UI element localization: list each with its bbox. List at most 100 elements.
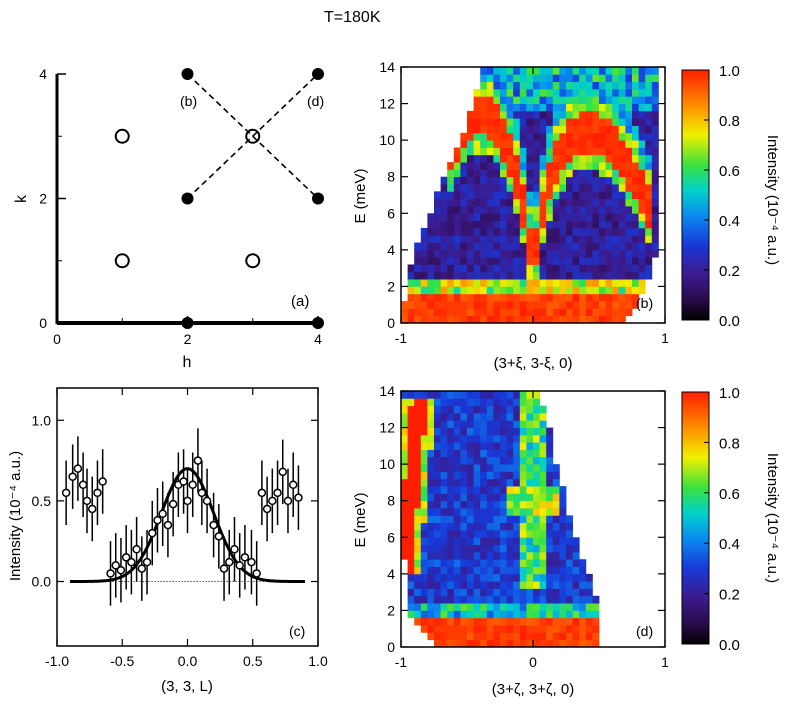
panel-d-colorbar xyxy=(681,391,710,645)
heatmap-cell xyxy=(447,286,455,295)
heatmap-cell xyxy=(585,308,593,317)
heatmap-cell xyxy=(552,632,560,641)
heatmap-cell xyxy=(473,493,481,502)
heatmap-cell xyxy=(473,603,481,611)
heatmap-cell xyxy=(447,442,455,450)
heatmap-cell xyxy=(480,220,488,229)
heatmap-cell xyxy=(414,420,422,428)
heatmap-cell xyxy=(506,551,514,560)
panel-c-data-point xyxy=(153,515,162,525)
heatmap-cell xyxy=(500,529,507,538)
heatmap-cell xyxy=(460,242,468,251)
heatmap-cell xyxy=(513,522,521,531)
panel-d-ytick-label: 6 xyxy=(387,529,395,545)
heatmap-cell xyxy=(552,493,560,502)
heatmap-cell xyxy=(493,610,501,619)
panel-a-xlabel: h xyxy=(183,354,192,371)
heatmap-cell xyxy=(434,235,441,243)
heatmap-cell xyxy=(546,198,554,207)
heatmap-cell xyxy=(493,500,501,509)
heatmap-cell xyxy=(519,595,527,604)
heatmap-cell xyxy=(414,434,422,443)
heatmap-cell xyxy=(539,603,547,611)
heatmap-cell xyxy=(506,625,514,633)
heatmap-cell xyxy=(407,427,415,436)
heatmap-cell xyxy=(612,184,620,192)
heatmap-cell xyxy=(513,293,521,302)
heatmap-cell xyxy=(533,257,540,265)
heatmap-cell xyxy=(533,442,540,450)
heatmap-cell xyxy=(632,235,639,243)
heatmap-cell xyxy=(645,81,653,90)
heatmap-cell xyxy=(434,471,441,480)
panel-d-ytick-label: 12 xyxy=(379,420,395,436)
heatmap-cell xyxy=(585,220,593,229)
heatmap-cell xyxy=(473,213,481,221)
heatmap-cell xyxy=(651,81,659,90)
heatmap-cell xyxy=(401,412,408,421)
heatmap-cell xyxy=(473,595,481,604)
heatmap-cell xyxy=(453,213,461,221)
heatmap-cell xyxy=(526,213,534,221)
heatmap-cell xyxy=(473,293,481,302)
heatmap-cell xyxy=(579,110,587,119)
heatmap-cell xyxy=(526,537,534,545)
heatmap-cell xyxy=(480,301,488,309)
heatmap-cell xyxy=(612,125,620,134)
heatmap-cell xyxy=(526,132,534,141)
panel-c-data-point xyxy=(214,532,224,541)
heatmap-cell xyxy=(480,500,488,509)
heatmap-cell xyxy=(401,442,408,450)
heatmap-cell xyxy=(559,140,567,148)
heatmap-cell xyxy=(467,279,474,287)
heatmap-cell xyxy=(480,464,488,472)
heatmap-cell xyxy=(447,493,455,502)
heatmap-cell xyxy=(480,67,488,75)
heatmap-cell xyxy=(493,471,501,480)
heatmap-cell xyxy=(506,154,514,163)
heatmap-cell xyxy=(473,464,481,472)
heatmap-cell xyxy=(480,118,488,126)
heatmap-cell xyxy=(506,508,514,516)
heatmap-cell xyxy=(506,456,514,465)
heatmap-cell xyxy=(519,610,527,619)
heatmap-cell xyxy=(453,588,461,597)
heatmap-cell xyxy=(480,493,488,502)
heatmap-cell xyxy=(599,184,606,192)
heatmap-cell xyxy=(519,493,527,502)
heatmap-cell xyxy=(513,162,521,170)
heatmap-cell xyxy=(539,184,547,192)
heatmap-cell xyxy=(533,205,540,214)
heatmap-cell xyxy=(493,595,501,604)
heatmap-cell xyxy=(500,110,507,119)
heatmap-cell xyxy=(506,610,514,619)
heatmap-cell xyxy=(559,198,567,207)
heatmap-cell xyxy=(460,264,468,273)
heatmap-cell xyxy=(572,559,580,567)
heatmap-cell xyxy=(546,617,554,626)
heatmap-cell xyxy=(519,544,527,553)
heatmap-cell xyxy=(533,632,540,641)
heatmap-cell xyxy=(440,213,448,221)
heatmap-cell xyxy=(566,96,573,104)
heatmap-cell xyxy=(519,581,527,589)
heatmap-cell xyxy=(539,301,547,309)
heatmap-cell xyxy=(440,412,448,421)
heatmap-cell xyxy=(440,420,448,428)
heatmap-cell xyxy=(651,184,659,192)
heatmap-cell xyxy=(559,191,567,200)
heatmap-cell xyxy=(552,81,560,90)
heatmap-cell xyxy=(592,639,600,648)
heatmap-cell xyxy=(651,103,659,112)
heatmap-cell xyxy=(592,154,600,163)
heatmap-cell xyxy=(467,573,474,582)
heatmap-cell xyxy=(592,191,600,200)
heatmap-cell xyxy=(546,242,554,251)
heatmap-cell xyxy=(546,456,554,465)
heatmap-cell xyxy=(559,110,567,119)
heatmap-cell xyxy=(526,169,534,178)
heatmap-cell xyxy=(453,162,461,170)
heatmap-cell xyxy=(519,456,527,465)
heatmap-cell xyxy=(539,595,547,604)
heatmap-cell xyxy=(500,118,507,126)
